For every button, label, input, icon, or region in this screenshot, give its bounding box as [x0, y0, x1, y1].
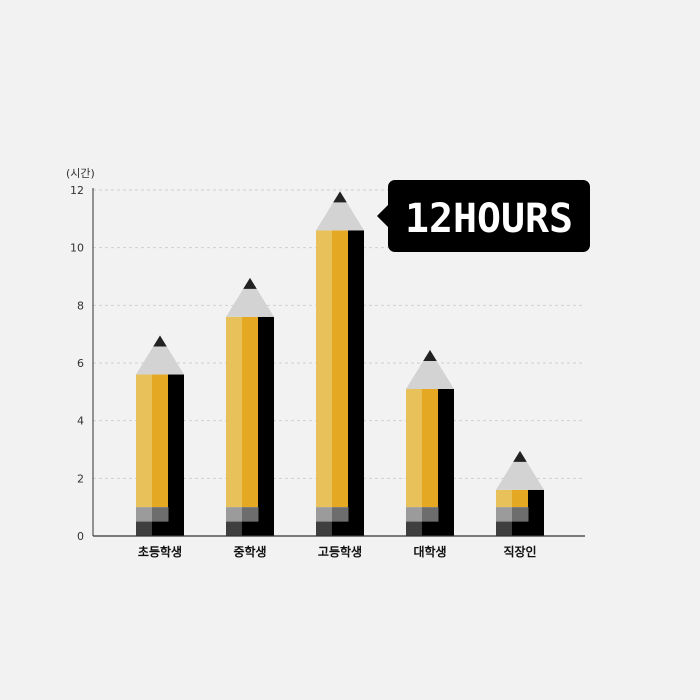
pencil-cone: [406, 349, 454, 389]
pencil-cone: [226, 277, 274, 317]
callout-pointer: [377, 205, 388, 227]
pencil-eraser-black: [332, 521, 349, 536]
y-tick-label: 8: [77, 299, 84, 312]
x-axis-labels: 초등학생 중학생 고등학생 대학생 직장인: [138, 544, 537, 559]
pencil-eraser-black: [512, 521, 529, 536]
pencil-eraser-mid: [512, 507, 529, 522]
pencil-body-dark: [438, 388, 454, 536]
pencil-eraser-light: [496, 507, 513, 522]
pencil-eraser-mid: [422, 507, 439, 522]
pencil-eraser-light: [316, 507, 333, 522]
pencil-bar: [496, 450, 544, 536]
pencil-eraser-black: [422, 521, 439, 536]
pencil-body-mid: [512, 489, 529, 508]
axes: [92, 188, 585, 537]
x-category-label: 대학생: [413, 544, 446, 559]
pencil-bar: [226, 277, 274, 536]
pencil-eraser-dark: [406, 521, 423, 536]
pencil-body-dark: [168, 374, 184, 536]
callout: 12HOURS: [377, 180, 590, 252]
pencil-body-dark: [348, 230, 364, 536]
pencil-eraser-light: [406, 507, 423, 522]
pencil-tip: [423, 349, 437, 361]
pencil-body-dark: [528, 489, 544, 536]
y-tick-label: 10: [70, 242, 84, 255]
pencil-cone: [316, 191, 364, 231]
pencil-tip: [333, 191, 347, 203]
pencil-bar: [406, 349, 454, 536]
pencil-body-mid: [332, 230, 349, 508]
y-axis-ticks: 0 2 4 6 8 10 12: [70, 184, 84, 543]
pencil-bar: [316, 191, 364, 536]
y-tick-label: 0: [77, 530, 84, 543]
pencil-eraser-light: [136, 507, 153, 522]
pencil-eraser-mid: [242, 507, 259, 522]
pencil-eraser-dark: [226, 521, 243, 536]
pencil-eraser-black: [242, 521, 259, 536]
callout-box: [388, 180, 590, 252]
pencil-body-light: [316, 230, 333, 508]
pencil-body-light: [496, 489, 513, 508]
pencil-tip: [243, 277, 257, 289]
pencil-body-light: [406, 388, 423, 508]
x-category-label: 중학생: [233, 544, 266, 559]
pencil-tip: [153, 335, 167, 347]
pencil-eraser-dark: [136, 521, 153, 536]
x-category-label: 초등학생: [138, 544, 182, 559]
x-category-label: 고등학생: [318, 544, 362, 559]
pencil-eraser-dark: [316, 521, 333, 536]
pencil-body-mid: [152, 374, 169, 508]
pencil-eraser-black: [152, 521, 169, 536]
pencil-body-dark: [258, 316, 274, 536]
y-axis-label: (시간): [66, 167, 95, 180]
pencil-tip: [513, 450, 527, 462]
pencil-bar: [136, 335, 184, 536]
callout-bubble: 12HOURS: [377, 180, 590, 252]
pencil-body-light: [226, 316, 243, 508]
pencil-eraser-light: [226, 507, 243, 522]
callout-text: 12HOURS: [405, 196, 573, 242]
y-tick-label: 12: [70, 184, 84, 197]
pencil-eraser-dark: [496, 521, 513, 536]
x-category-label: 직장인: [503, 544, 536, 559]
pencil-body-mid: [422, 388, 439, 508]
y-tick-label: 2: [77, 472, 84, 485]
pencil-eraser-mid: [152, 507, 169, 522]
y-tick-label: 4: [77, 415, 84, 428]
pencil-cone: [136, 335, 184, 375]
pencil-body-mid: [242, 316, 259, 508]
y-tick-label: 6: [77, 357, 84, 370]
pencil-body-light: [136, 374, 153, 508]
pencil-cone: [496, 450, 544, 490]
bars: [136, 191, 544, 536]
pencil-eraser-mid: [332, 507, 349, 522]
